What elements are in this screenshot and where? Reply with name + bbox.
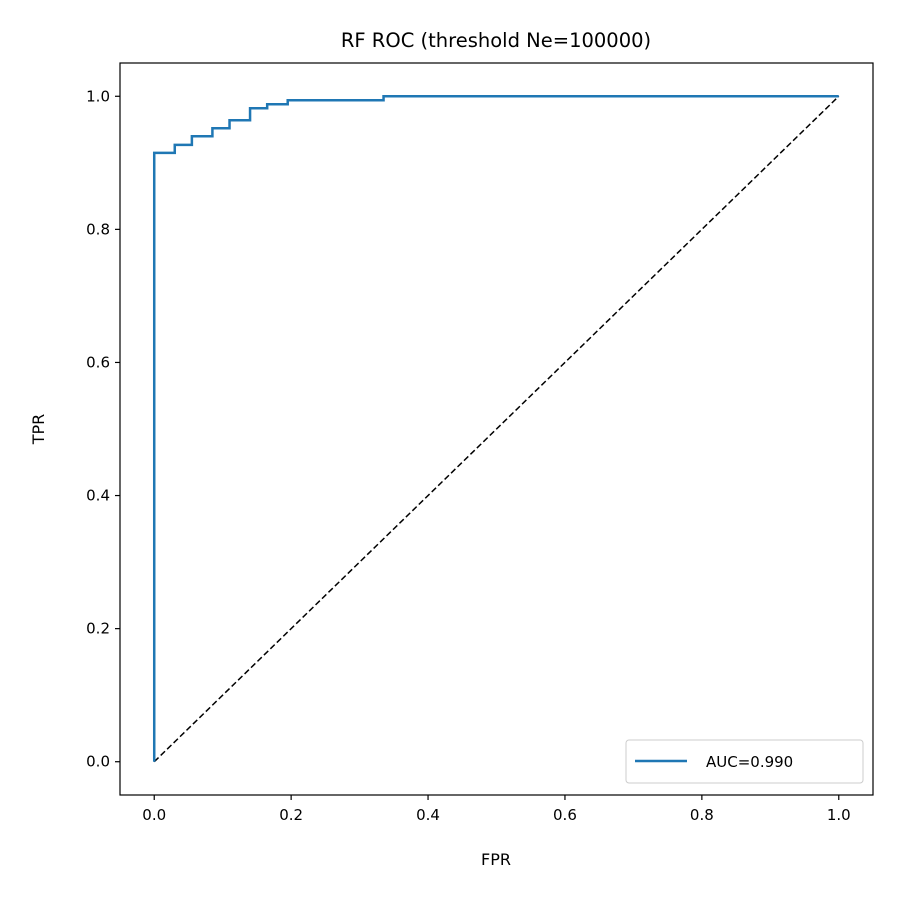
x-tick-label: 0.4 (416, 806, 440, 824)
x-tick-label: 0.6 (553, 806, 577, 824)
x-tick-label: 1.0 (827, 806, 851, 824)
plot-area (152, 95, 840, 763)
legend-entry-label: AUC=0.990 (706, 753, 793, 771)
x-axis-label: FPR (481, 850, 511, 869)
y-tick-label: 0.6 (86, 353, 110, 371)
chart-title: RF ROC (threshold Ne=100000) (341, 29, 651, 52)
y-tick-label: 0.8 (86, 220, 110, 238)
y-tick-label: 1.0 (86, 87, 110, 105)
roc-curve-line (152, 95, 839, 762)
axis-ticks: 0.0 0.2 0.4 0.6 0.8 1.0 0.0 0.2 0.4 0.6 0.8 1.0 (86, 87, 851, 824)
chance-diagonal-line (153, 95, 840, 763)
legend: AUC=0.990 (625, 739, 864, 784)
x-tick-label: 0.0 (142, 806, 166, 824)
axes-frame (119, 62, 874, 796)
y-tick-label: 0.0 (86, 753, 110, 771)
legend-box (625, 739, 864, 784)
y-tick-label: 0.2 (86, 620, 110, 638)
x-tick-label: 0.2 (279, 806, 303, 824)
x-tick-label: 0.8 (690, 806, 714, 824)
y-tick-label: 0.4 (86, 487, 110, 505)
y-axis-label: TPR (29, 414, 48, 446)
